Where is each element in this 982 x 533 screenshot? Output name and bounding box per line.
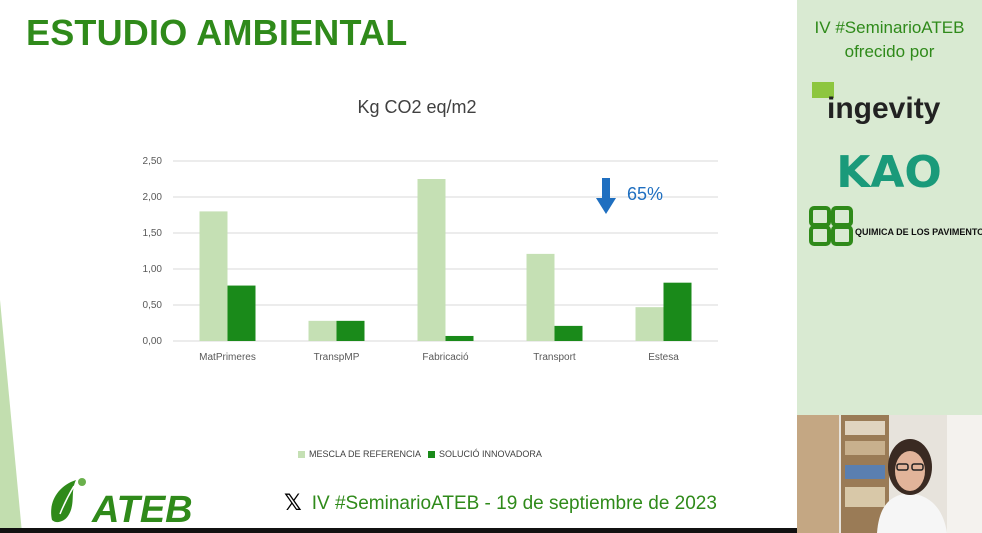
x-category-label: Fabricació [422, 352, 469, 363]
slide-accent-shape [0, 300, 22, 533]
decrease-annotation: 65% [596, 178, 663, 214]
bar-innovative [663, 282, 692, 341]
x-category-label: TranspMP [314, 352, 360, 363]
slide-title: ESTUDIO AMBIENTAL [26, 12, 408, 53]
legend-label: MESCLA DE REFERENCIA [309, 449, 421, 459]
bar-innovative [445, 335, 474, 341]
bar-reference [635, 307, 664, 341]
y-tick-label: 0,00 [143, 336, 163, 347]
svg-text:KAO: KAO [836, 147, 942, 195]
x-social-icon: 𝕏 [284, 491, 302, 516]
y-tick-label: 1,00 [143, 264, 163, 275]
legend-swatch [298, 451, 305, 458]
legend-swatch [428, 451, 435, 458]
sidebar-caption: IV #SeminarioATEB ofrecido por [797, 16, 982, 64]
sidebar-line-1: IV #SeminarioATEB [814, 18, 965, 37]
legend-label: SOLUCIÓ INNOVADORA [439, 449, 542, 459]
bar-innovative [336, 320, 365, 341]
ateb-logo: ATEB [51, 478, 193, 530]
logo-text: ATEB [91, 489, 193, 530]
y-tick-label: 2,00 [143, 192, 163, 203]
presenter-video-frame [797, 415, 982, 533]
svg-text:QUIMICA DE LOS PAVIMENTOS: QUIMICA DE LOS PAVIMENTOS [855, 227, 982, 237]
footer-banner: 𝕏 IV #SeminarioATEB - 19 de septiembre d… [284, 491, 717, 516]
bar-reference [526, 253, 555, 341]
bar-innovative [554, 325, 583, 341]
sponsor-sidebar: IV #SeminarioATEB ofrecido por ingevity … [797, 0, 982, 415]
y-tick-label: 2,50 [143, 156, 163, 167]
x-category-label: Transport [533, 352, 576, 363]
emissions-chart: Kg CO2 eq/m2 0,00 0,50 1,00 1,50 2,00 2,50 Mat… [143, 97, 718, 459]
y-tick-label: 1,50 [143, 228, 163, 239]
down-arrow-icon [596, 178, 616, 214]
bottom-border [0, 528, 797, 533]
sidebar-line-2: ofrecido por [844, 42, 935, 61]
bar-reference [308, 320, 337, 341]
quimica-pavimentos-logo: QUIMICA DE LOS PAVIMENTOS [809, 206, 982, 246]
svg-text:ingevity: ingevity [827, 92, 941, 125]
footer-text: IV #SeminarioATEB - 19 de septiembre de … [311, 492, 717, 514]
chart-title: Kg CO2 eq/m2 [357, 97, 476, 117]
bar-reference [199, 211, 228, 341]
presentation-slide: ESTUDIO AMBIENTAL Kg CO2 eq/m2 0,00 0,50 1… [0, 12, 797, 533]
y-tick-label: 0,50 [143, 300, 163, 311]
bar-innovative [227, 285, 256, 341]
kao-logo: KAO [836, 147, 942, 195]
ingevity-logo: ingevity [812, 82, 941, 125]
leaf-icon [51, 480, 76, 523]
presenter-video [797, 415, 982, 533]
x-category-label: Estesa [648, 352, 679, 363]
bar-reference [417, 179, 446, 341]
reduction-percentage: 65% [627, 184, 663, 204]
x-category-label: MatPrimeres [199, 352, 256, 363]
